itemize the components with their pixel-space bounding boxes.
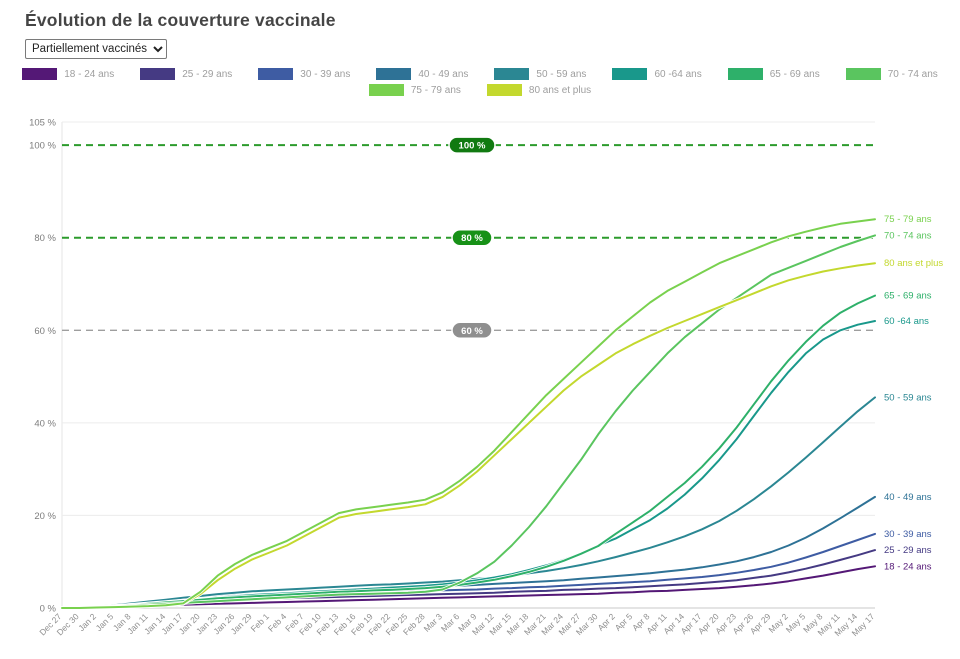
legend-swatch	[494, 68, 530, 80]
series-end-label-25-29: 25 - 29 ans	[884, 545, 932, 556]
y-tick-label: 40 %	[34, 418, 56, 429]
legend-item-70-74[interactable]: 70 - 74 ans	[845, 68, 938, 80]
legend-item-40-49[interactable]: 40 - 49 ans	[376, 68, 468, 80]
legend-item-18-24[interactable]: 18 - 24 ans	[22, 68, 114, 80]
legend-item-label: 30 - 39 ans	[300, 68, 351, 80]
x-tick-label: Apr 2	[595, 611, 617, 633]
vaccination-coverage-chart: 105 % 100 % 80 % 60 % 40 % 20 % 0 % Dec 27 Dec 3…	[0, 10, 960, 654]
chart-controls: Partiellement vaccinés	[25, 39, 960, 59]
legend-item-30-39[interactable]: 30 - 39 ans	[258, 68, 350, 80]
y-tick-label: 0 %	[40, 604, 57, 615]
legend-swatch	[368, 84, 404, 96]
target-badge-label-100: 100 %	[459, 141, 486, 152]
legend-swatch	[486, 84, 522, 96]
page-title: Évolution de la couverture vaccinale	[25, 10, 336, 30]
chart-legend: 18 - 24 ans 25 - 29 ans 30 - 39 ans 40 -…	[0, 68, 960, 96]
legend-item-25-29[interactable]: 25 - 29 ans	[140, 68, 232, 80]
x-tick-label: Feb 4	[266, 611, 289, 634]
legend-row-1: 18 - 24 ans 25 - 29 ans 30 - 39 ans 40 -…	[0, 68, 960, 80]
legend-swatch	[22, 68, 58, 80]
series-halo-75-79	[60, 217, 877, 610]
legend-item-label: 40 - 49 ans	[418, 68, 469, 80]
series-end-label-18-24: 18 - 24 ans	[884, 561, 932, 572]
series-halo-70-74	[60, 233, 877, 610]
series-line-65-69	[61, 294, 876, 609]
series-end-label-70-74: 70 - 74 ans	[884, 230, 932, 241]
legend-item-label: 25 - 29 ans	[182, 68, 233, 80]
series-end-label-40-49: 40 - 49 ans	[884, 492, 932, 503]
x-tick-label: Mar 3	[422, 611, 445, 634]
legend-row-2: 75 - 79 ans 80 ans et plus	[0, 84, 960, 96]
legend-swatch	[140, 68, 176, 80]
y-tick-label: 105 %	[29, 118, 56, 129]
legend-item-label: 50 - 59 ans	[536, 68, 587, 80]
legend-item-label: 70 - 74 ans	[887, 68, 938, 80]
y-tick-label: 100 %	[29, 141, 56, 152]
series-end-label-75-79: 75 - 79 ans	[884, 214, 932, 225]
x-tick-label: Apr 5	[613, 611, 635, 633]
legend-swatch	[845, 68, 881, 80]
legend-swatch	[258, 68, 294, 80]
target-badge-80	[451, 228, 493, 247]
series-line-60-64	[61, 320, 876, 609]
y-tick-label: 20 %	[34, 511, 56, 522]
legend-item-80-plus[interactable]: 80 ans et plus	[486, 84, 592, 96]
series-line-18-24	[61, 565, 876, 609]
series-end-label-60-64: 60 -64 ans	[884, 316, 929, 327]
y-tick-label: 80 %	[34, 233, 56, 244]
series-end-label-30-39: 30 - 39 ans	[884, 529, 932, 540]
legend-item-label: 80 ans et plus	[528, 84, 592, 96]
series-end-label-65-69: 65 - 69 ans	[884, 291, 932, 302]
series-end-label-50-59: 50 - 59 ans	[884, 392, 932, 403]
legend-item-label: 75 - 79 ans	[410, 84, 461, 96]
legend-swatch	[727, 68, 763, 80]
series-line-70-74	[61, 234, 876, 609]
x-tick-label: Feb 1	[249, 611, 272, 634]
series-halo-65-69	[60, 293, 877, 610]
coverage-type-select[interactable]: Partiellement vaccinés	[25, 39, 167, 59]
x-tick-label: Mar 6	[439, 611, 462, 634]
x-tick-label: Jan 2	[76, 611, 98, 633]
legend-item-label: 18 - 24 ans	[64, 68, 115, 80]
target-badge-100	[448, 136, 496, 154]
target-badge-label-60: 60 %	[461, 326, 483, 337]
series-line-75-79	[61, 218, 876, 609]
target-badge-label-80: 80 %	[461, 233, 483, 244]
page-header: Évolution de la couverture vaccinale Par…	[0, 10, 960, 96]
legend-item-label: 60 -64 ans	[654, 68, 702, 80]
legend-item-60-64[interactable]: 60 -64 ans	[612, 68, 702, 80]
legend-item-50-59[interactable]: 50 - 59 ans	[494, 68, 586, 80]
series-halo-60-64	[60, 319, 877, 610]
legend-item-label: 65 - 69 ans	[769, 68, 820, 80]
series-end-label-80-plus: 80 ans et plus	[884, 258, 943, 269]
legend-swatch	[612, 68, 648, 80]
legend-item-75-79[interactable]: 75 - 79 ans	[368, 84, 461, 96]
target-badge-60	[451, 321, 493, 340]
legend-item-65-69[interactable]: 65 - 69 ans	[727, 68, 820, 80]
y-tick-label: 60 %	[34, 326, 56, 337]
legend-swatch	[376, 68, 412, 80]
x-tick-label: Jan 5	[94, 611, 116, 633]
